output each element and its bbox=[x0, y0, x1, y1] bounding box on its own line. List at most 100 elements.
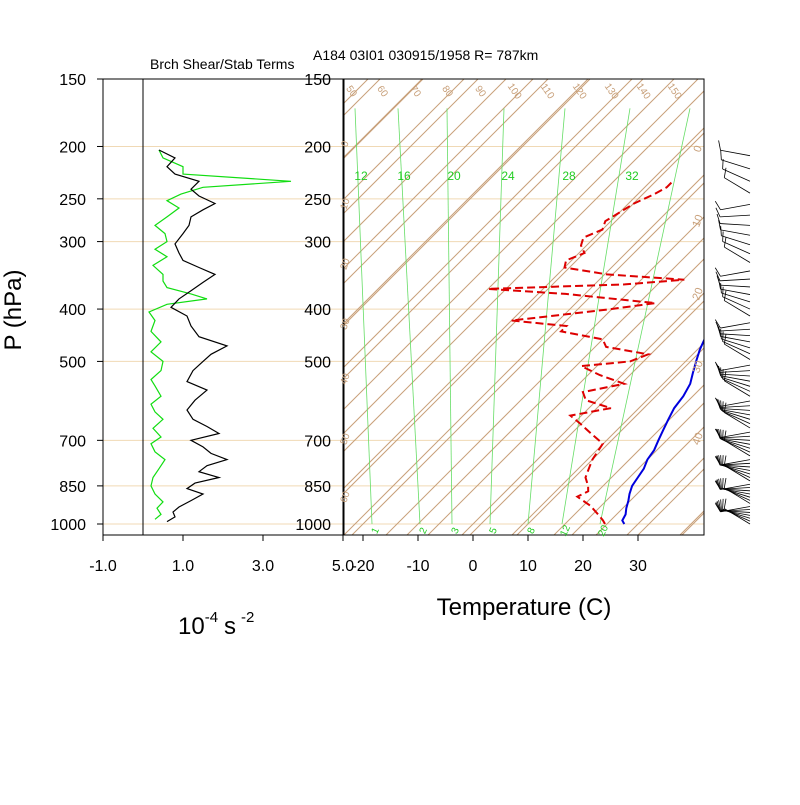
wind-barb-staff bbox=[720, 336, 751, 343]
skewt-left-edge-label: 0 bbox=[340, 139, 352, 148]
skewt-adiabat-line bbox=[344, 79, 633, 368]
wind-barb-staff bbox=[720, 483, 751, 490]
dry-adiabat-label: 70 bbox=[407, 84, 423, 100]
skewt-adiabat-line bbox=[344, 79, 549, 284]
wind-barb-staff bbox=[720, 462, 751, 466]
wind-barb-flag bbox=[718, 455, 721, 466]
wind-barb-flag bbox=[723, 455, 727, 466]
wind-barb-staff bbox=[720, 370, 751, 373]
wind-barb-staff bbox=[720, 400, 751, 407]
skewt-left-edge-label: 40 bbox=[339, 372, 353, 387]
wind-barb-staff bbox=[720, 288, 751, 295]
wind-barb-flag bbox=[714, 503, 721, 513]
skewt-adiabat-line bbox=[385, 216, 704, 535]
skewt-isotherm-line bbox=[344, 79, 424, 159]
wind-barb-flag bbox=[723, 478, 727, 489]
left-series-line-2 bbox=[158, 149, 229, 523]
wind-barb-flag bbox=[722, 455, 724, 466]
left-y-tick-label: 250 bbox=[59, 192, 86, 209]
left-y-tick-label: 500 bbox=[59, 354, 86, 371]
wind-barb-flag bbox=[715, 321, 721, 332]
header-title: A184 03I01 030915/1958 R= 787km bbox=[313, 47, 538, 63]
wind-barb-staff bbox=[720, 214, 751, 218]
mixing-ratio-top-label: 20 bbox=[447, 169, 461, 183]
left-unit-exp: -4 bbox=[205, 609, 218, 626]
wind-barb-staff bbox=[721, 377, 751, 387]
skewt-left-edge-label: 20 bbox=[339, 257, 353, 272]
wind-barb-flag bbox=[723, 290, 727, 301]
skewt-right-edge-label: 40 bbox=[690, 431, 705, 447]
skewt-border bbox=[343, 78, 705, 536]
skewt-adiabat-line bbox=[344, 79, 465, 200]
skewt-y-tick-label: 500 bbox=[304, 354, 331, 371]
wind-barb-staff bbox=[724, 440, 751, 457]
skewt-adiabat-line bbox=[469, 300, 704, 535]
mixing-ratio-bottom-label: 8 bbox=[526, 526, 539, 536]
wind-barb-staff bbox=[721, 292, 751, 303]
skewt-x-tick-label: 20 bbox=[574, 558, 592, 575]
wind-barb-flag bbox=[716, 275, 721, 286]
skewt-adiabat-line bbox=[344, 79, 507, 242]
wind-barb-staff bbox=[720, 438, 751, 445]
skewt-adiabat-line bbox=[0, 15, 276, 535]
left-unit-s-exp: -2 bbox=[241, 609, 254, 626]
skewt-left-edge-label: 30 bbox=[339, 317, 353, 332]
skewt-isotherm-line bbox=[344, 79, 589, 324]
left-x-tick-label: 3.0 bbox=[252, 558, 274, 575]
wind-barbs bbox=[714, 140, 751, 525]
skewt-left-edge-label: 60 bbox=[339, 490, 353, 505]
mixing-ratio-bottom-label: 2 bbox=[418, 526, 431, 536]
skewt-adiabat-line bbox=[344, 90, 704, 452]
wind-barb-staff bbox=[720, 435, 751, 439]
skewt-isotherm-line bbox=[344, 79, 644, 379]
skewt-isotherm-line bbox=[344, 79, 534, 269]
dry-adiabat-label: 110 bbox=[538, 82, 556, 102]
wind-barb-staff bbox=[720, 333, 751, 337]
dry-adiabat-label: 60 bbox=[374, 84, 390, 100]
mixing-ratio-top-label: 12 bbox=[354, 169, 368, 183]
wind-barb-flag bbox=[720, 499, 722, 510]
left-panel-series bbox=[148, 149, 292, 523]
wind-barb-flag bbox=[714, 428, 721, 438]
left-y-tick-label: 850 bbox=[59, 479, 86, 496]
skewt-left-edge-label: 50 bbox=[339, 432, 353, 447]
dry-adiabat-label: 150 bbox=[665, 82, 684, 102]
mixing-ratio-bottom-label: 5 bbox=[488, 526, 501, 536]
skewt-isotherm-line bbox=[461, 292, 704, 535]
skewt-isotherm-line bbox=[344, 79, 479, 214]
wind-barb-staff bbox=[724, 412, 751, 429]
x-axis-title: Temperature (C) bbox=[437, 594, 612, 621]
wind-barb-staff bbox=[721, 464, 751, 475]
wind-barb-flag bbox=[720, 283, 722, 294]
skewt-adiabat-line bbox=[344, 79, 591, 326]
wind-barb-staff bbox=[722, 296, 751, 310]
wind-barb-staff bbox=[721, 235, 751, 246]
wind-barb-staff bbox=[720, 322, 751, 329]
wind-barb-flag bbox=[714, 361, 721, 371]
wind-barb-staff bbox=[720, 409, 751, 416]
wind-barb-flag bbox=[714, 267, 721, 277]
skewt-mixing-ratio-line bbox=[446, 108, 453, 525]
left-x-tick-label: 1.0 bbox=[172, 558, 194, 575]
skewt-right-edge-label: 0 bbox=[691, 144, 704, 154]
skewt-isotherm-line bbox=[626, 457, 704, 535]
skewt-isotherm-line bbox=[0, 79, 313, 535]
y-axis-title: P (hPa) bbox=[0, 270, 27, 351]
dry-adiabat-label: 140 bbox=[634, 82, 653, 102]
wind-barb-staff bbox=[724, 300, 751, 317]
wind-barb-flag bbox=[723, 237, 727, 248]
skewt-y-tick-label: 700 bbox=[304, 433, 331, 450]
skewt-y-tick-label: 850 bbox=[304, 479, 331, 496]
wind-barb-staff bbox=[722, 168, 751, 182]
wind-barb-flag bbox=[714, 456, 721, 466]
mixing-ratio-bottom-label: 3 bbox=[450, 526, 463, 536]
skewt-mixing-ratio-line bbox=[354, 108, 373, 525]
wind-barb-flag bbox=[716, 500, 721, 511]
skewt-adiabat-line bbox=[344, 174, 704, 535]
skewt-adiabat-line bbox=[722, 15, 800, 535]
wind-barb-staff bbox=[720, 506, 751, 513]
wind-barb-staff bbox=[722, 411, 751, 425]
wind-barb-staff bbox=[720, 328, 751, 332]
left-y-tick-label: 700 bbox=[59, 433, 86, 450]
